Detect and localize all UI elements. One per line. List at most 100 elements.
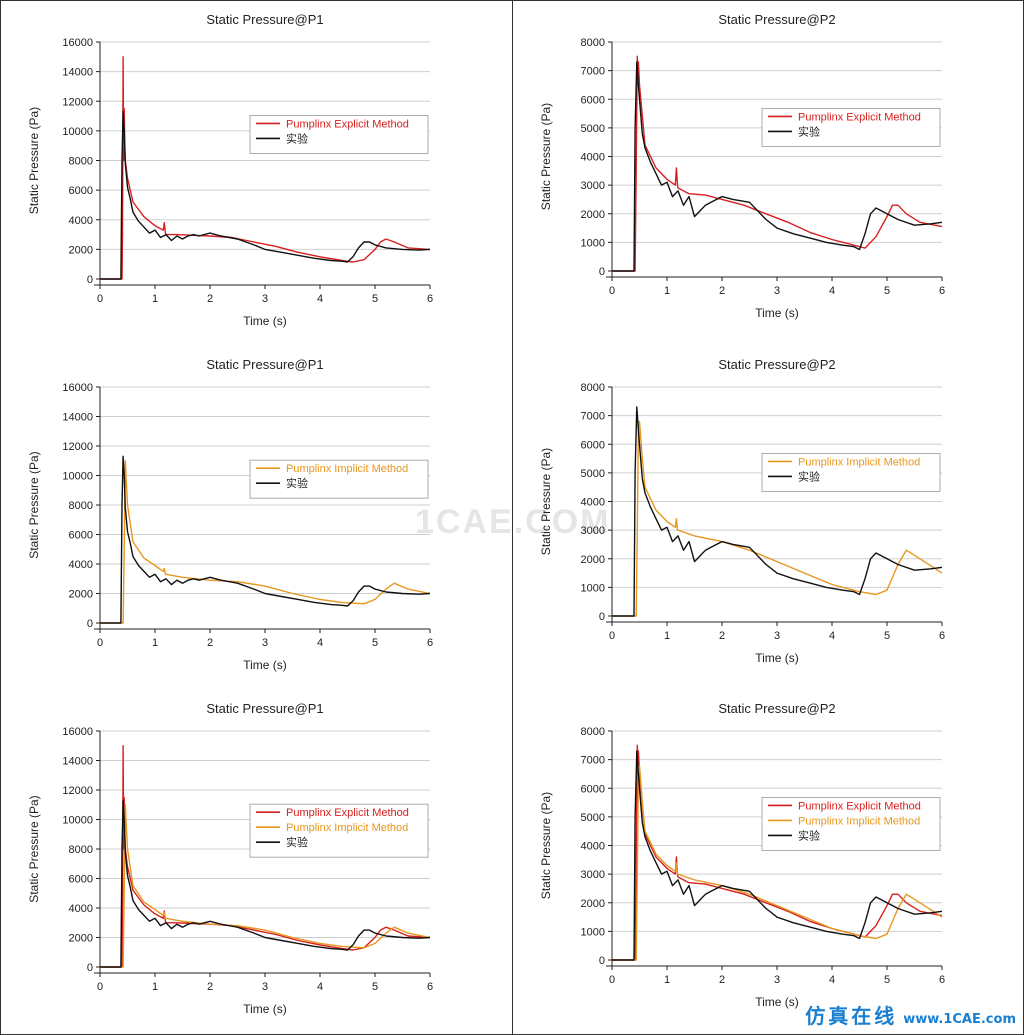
x-tick-label: 4 <box>317 637 323 649</box>
y-tick-label: 6000 <box>581 439 605 451</box>
y-tick-label: 6000 <box>69 185 93 197</box>
chart-title: Static Pressure@P2 <box>718 701 835 716</box>
y-tick-label: 16000 <box>62 726 93 738</box>
chart-2: 0 1000 2000 3000 4000 5000 6000 7000 8000 0 1 2 3 4 5 6… <box>539 12 945 320</box>
y-tick-label: 14000 <box>62 67 93 79</box>
x-tick-label: 3 <box>774 974 780 986</box>
y-axis-label: Static Pressure (Pa) <box>539 103 553 210</box>
y-tick-label: 0 <box>599 611 605 623</box>
y-tick-label: 0 <box>87 618 93 630</box>
y-tick-label: 7000 <box>581 411 605 423</box>
chart-title: Static Pressure@P1 <box>206 701 323 716</box>
legend: Pumplinx Explicit Method Pumplinx Implici… <box>249 803 429 858</box>
x-axis-label: Time (s) <box>755 995 799 1009</box>
y-tick-label: 14000 <box>62 756 93 768</box>
legend-label: Pumplinx Explicit Method <box>798 800 921 812</box>
legend-label: Pumplinx Explicit Method <box>798 111 921 123</box>
x-tick-label: 0 <box>97 637 103 649</box>
series-line-explicit <box>100 745 431 968</box>
y-tick-label: 4000 <box>581 152 605 164</box>
y-tick-label: 3000 <box>581 869 605 881</box>
stamp-cn-text: 仿真在线 <box>805 1004 898 1028</box>
series-line-experiment <box>100 799 431 968</box>
x-tick-label: 2 <box>719 974 725 986</box>
y-tick-label: 3000 <box>581 180 605 192</box>
y-tick-label: 2000 <box>69 933 93 945</box>
y-axis-label: Static Pressure (Pa) <box>27 451 41 558</box>
y-axis-label: Static Pressure (Pa) <box>539 792 553 899</box>
y-tick-label: 8000 <box>581 37 605 49</box>
legend: Pumplinx Explicit Method Pumplinx Implici… <box>761 797 941 851</box>
x-tick-label: 3 <box>262 293 268 305</box>
x-tick-label: 1 <box>664 630 670 642</box>
y-axis-label: Static Pressure (Pa) <box>27 107 41 214</box>
y-tick-label: 8000 <box>69 844 93 856</box>
y-tick-label: 7000 <box>581 755 605 767</box>
series-line-experiment <box>612 750 943 961</box>
series-line-implicit <box>612 420 943 617</box>
y-tick-label: 5000 <box>581 468 605 480</box>
x-tick-label: 6 <box>939 630 945 642</box>
x-tick-label: 3 <box>262 637 268 649</box>
y-tick-label: 1000 <box>581 582 605 594</box>
x-tick-label: 3 <box>774 285 780 297</box>
legend-label: Pumplinx Explicit Method <box>286 118 409 130</box>
y-tick-label: 10000 <box>62 471 93 483</box>
x-tick-label: 6 <box>939 285 945 297</box>
y-tick-label: 6000 <box>581 94 605 106</box>
x-tick-label: 6 <box>427 981 433 993</box>
y-tick-label: 0 <box>87 962 93 974</box>
y-tick-label: 3000 <box>581 525 605 537</box>
y-tick-label: 2000 <box>69 589 93 601</box>
chart-3: 0 2000 4000 6000 8000 10000 12000 14000 16000 0 1 2… <box>27 357 433 672</box>
x-tick-label: 4 <box>829 974 835 986</box>
y-tick-label: 7000 <box>581 66 605 78</box>
series-line-experiment <box>100 455 431 624</box>
x-tick-label: 1 <box>664 285 670 297</box>
series-line-implicit <box>100 804 431 968</box>
legend-box <box>761 453 941 492</box>
legend-box <box>249 115 429 154</box>
y-tick-label: 12000 <box>62 441 93 453</box>
x-tick-label: 1 <box>664 974 670 986</box>
x-axis-label: Time (s) <box>243 658 287 672</box>
y-tick-label: 4000 <box>581 497 605 509</box>
chart-title: Static Pressure@P2 <box>718 12 835 27</box>
x-tick-label: 1 <box>152 981 158 993</box>
y-tick-label: 14000 <box>62 412 93 424</box>
x-tick-label: 2 <box>207 981 213 993</box>
x-tick-label: 2 <box>719 630 725 642</box>
y-tick-label: 6000 <box>69 530 93 542</box>
legend-label: 实验 <box>286 835 308 849</box>
x-tick-label: 5 <box>372 637 378 649</box>
series-line-implicit <box>100 460 431 624</box>
y-axis-label: Static Pressure (Pa) <box>27 795 41 902</box>
legend-label: Pumplinx Implicit Method <box>286 822 408 834</box>
series-line-experiment <box>612 406 943 617</box>
x-tick-label: 4 <box>829 285 835 297</box>
legend-box <box>249 459 429 499</box>
watermark: 1CAE.COM <box>415 503 611 541</box>
y-tick-label: 5000 <box>581 123 605 135</box>
y-tick-label: 1000 <box>581 237 605 249</box>
stamp-url-text: www.1CAE.com <box>903 1012 1016 1027</box>
x-tick-label: 4 <box>317 293 323 305</box>
x-tick-label: 5 <box>884 630 890 642</box>
chart-1: 0 2000 4000 6000 8000 10000 12000 14000 16000 0 1 2… <box>27 12 433 328</box>
y-tick-label: 2000 <box>581 898 605 910</box>
y-tick-label: 2000 <box>581 554 605 566</box>
y-tick-label: 4000 <box>69 903 93 915</box>
x-axis-label: Time (s) <box>243 1002 287 1016</box>
series-line-explicit <box>100 56 431 280</box>
y-tick-label: 10000 <box>62 815 93 827</box>
legend-label: Pumplinx Implicit Method <box>798 456 920 468</box>
y-tick-label: 8000 <box>69 500 93 512</box>
y-tick-label: 12000 <box>62 96 93 108</box>
y-tick-label: 0 <box>599 955 605 967</box>
chart-5: 0 2000 4000 6000 8000 10000 12000 14000 16000 0 1 2… <box>27 701 433 1016</box>
x-tick-label: 6 <box>427 637 433 649</box>
legend-label: 实验 <box>798 124 820 138</box>
y-tick-label: 4000 <box>69 215 93 227</box>
